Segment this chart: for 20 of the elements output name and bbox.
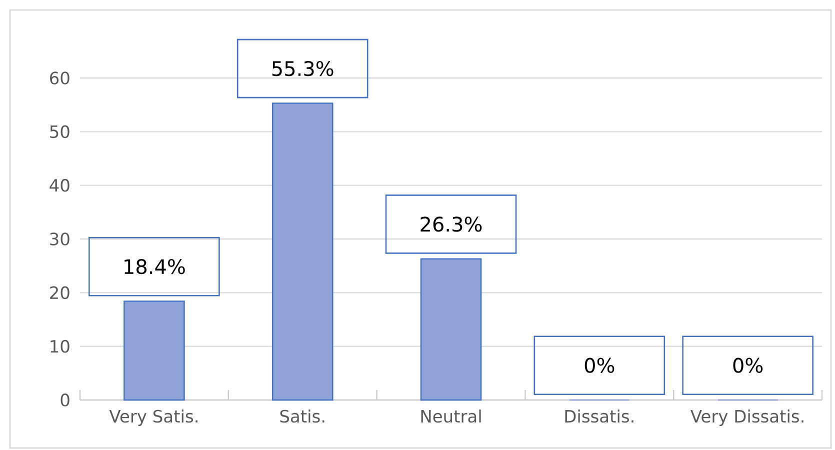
bar — [124, 300, 185, 401]
y-tick-label: 10 — [50, 340, 70, 353]
data-label: 18.4% — [124, 259, 185, 274]
x-tick-label: Satis. — [280, 410, 324, 423]
bar — [272, 102, 334, 401]
data-label: 0% — [584, 358, 614, 373]
y-tick-label: 30 — [50, 232, 70, 246]
y-tick-label: 60 — [50, 72, 70, 84]
data-label: 26.3% — [420, 216, 482, 232]
data-label: 55.3% — [272, 61, 334, 76]
data-label: 0% — [733, 358, 763, 373]
x-tick-label: Neutral — [421, 410, 481, 423]
y-tick-label: 0 — [60, 394, 70, 406]
y-tick-label: 40 — [50, 178, 70, 192]
y-tick-label: 50 — [50, 125, 70, 138]
x-tick-label: Very Dissatis. — [690, 410, 804, 426]
y-tick-label: 20 — [50, 286, 70, 300]
x-tick-label: Very Satis. — [109, 410, 198, 426]
x-tick-label: Dissatis. — [565, 410, 634, 423]
bar — [420, 258, 482, 401]
